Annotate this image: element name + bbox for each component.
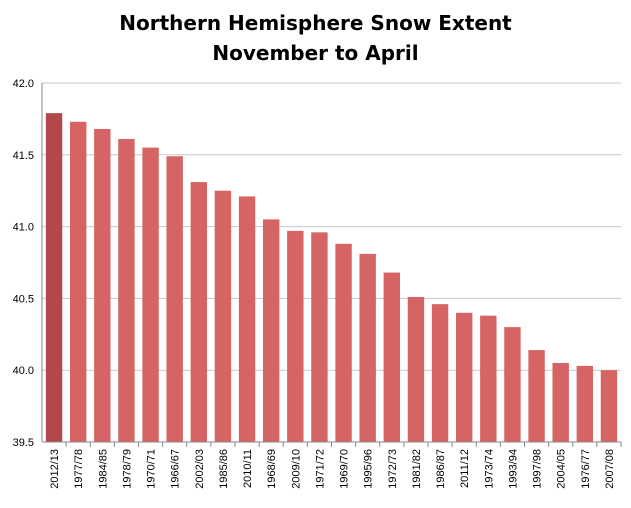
bar-1981-82 [407, 296, 425, 442]
bar-1984-85 [94, 128, 111, 442]
bar-1997-98 [528, 350, 545, 442]
bar-2004-05 [552, 363, 569, 442]
x-category-label: 1977/78 [73, 449, 85, 489]
y-tick-label: 40.0 [13, 365, 34, 377]
bar-2012-13 [45, 113, 63, 442]
bar-1977-78 [69, 121, 87, 442]
bar-1968-69 [262, 219, 280, 442]
x-category-label: 1970/71 [146, 449, 158, 489]
x-category-label: 1966/67 [170, 449, 182, 489]
x-category-label: 1985/86 [218, 449, 230, 489]
bar-2011-12 [455, 312, 473, 442]
bar-1978-79 [118, 139, 135, 442]
y-tick-label: 40.5 [13, 293, 34, 305]
bar-1969-70 [335, 243, 352, 442]
bar-1970-71 [142, 147, 159, 442]
bar-2007-08 [600, 370, 618, 442]
chart-subtitle: November to April [212, 41, 419, 65]
x-category-label: 1995/96 [363, 449, 375, 489]
x-category-label: 1969/70 [339, 449, 351, 489]
x-category-label: 2012/13 [49, 449, 61, 489]
bar-2009-10 [287, 230, 304, 442]
x-category-label: 2007/08 [604, 449, 616, 489]
bar-1966-67 [166, 156, 183, 442]
axis-layer: 39.5 40.0 40.5 41.0 41.5 42.0 2012/13 1977/78 19… [13, 78, 622, 489]
y-tick-label: 41.0 [13, 222, 34, 234]
x-category-label: 2002/03 [194, 449, 206, 489]
bar-2002-03 [190, 182, 208, 443]
x-category-label: 2011/12 [459, 449, 471, 488]
x-category-label: 2009/10 [290, 449, 302, 489]
y-tick-label: 41.5 [13, 150, 34, 162]
bar-1972-73 [383, 272, 401, 442]
y-tick-label: 42.0 [13, 78, 34, 90]
y-tick-label: 39.5 [13, 437, 34, 449]
bar-1986-87 [431, 304, 449, 442]
bar-1976-77 [576, 365, 594, 442]
chart-title-line1: Northern Hemisphere Snow Extent [119, 11, 512, 35]
x-category-label: 1971/72 [314, 449, 326, 489]
x-category-label: 1972/73 [387, 449, 399, 489]
bar-1971-72 [311, 232, 328, 442]
x-category-label: 1968/69 [266, 449, 278, 489]
x-category-label: 1973/74 [483, 449, 495, 489]
x-category-label: 1981/82 [411, 449, 423, 489]
x-category-label: 1978/79 [121, 449, 133, 489]
x-category-label: 1993/94 [507, 449, 519, 489]
bar-1995-96 [359, 253, 376, 442]
x-category-label: 2004/05 [556, 449, 568, 489]
x-category-label: 1984/85 [97, 449, 109, 489]
bars-layer [45, 113, 618, 443]
bar-2010-11 [238, 196, 256, 442]
bar-1985-86 [214, 190, 232, 442]
x-category-label: 1997/98 [532, 449, 544, 489]
x-category-label: 2010/11 [242, 449, 254, 488]
bar-1973-74 [480, 315, 497, 442]
x-category-label: 1986/87 [435, 449, 447, 489]
chart-title: Northern Hemisphere Snow Extent November… [0, 8, 631, 68]
x-category-label: 1976/77 [580, 449, 592, 489]
bar-1993-94 [504, 327, 521, 442]
